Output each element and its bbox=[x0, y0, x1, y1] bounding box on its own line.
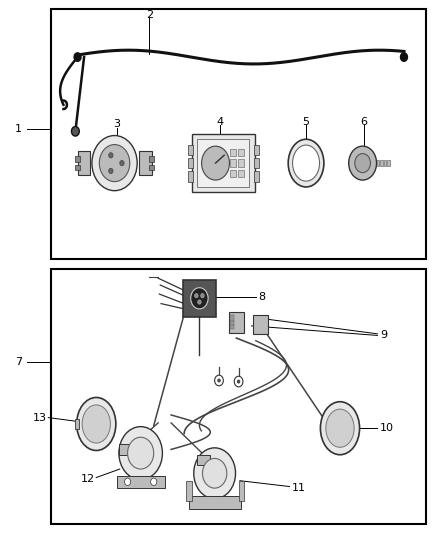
Circle shape bbox=[119, 426, 162, 480]
FancyBboxPatch shape bbox=[230, 316, 234, 320]
FancyBboxPatch shape bbox=[149, 156, 154, 161]
Circle shape bbox=[400, 53, 407, 61]
Circle shape bbox=[201, 146, 230, 180]
FancyBboxPatch shape bbox=[187, 158, 193, 168]
FancyBboxPatch shape bbox=[197, 139, 250, 187]
Text: 12: 12 bbox=[81, 474, 95, 483]
Text: 5: 5 bbox=[303, 117, 310, 127]
Ellipse shape bbox=[293, 145, 320, 181]
Text: 2: 2 bbox=[146, 10, 153, 20]
FancyBboxPatch shape bbox=[230, 149, 236, 156]
Circle shape bbox=[191, 288, 208, 309]
Circle shape bbox=[109, 152, 113, 158]
FancyBboxPatch shape bbox=[74, 419, 79, 429]
FancyBboxPatch shape bbox=[186, 481, 191, 501]
Circle shape bbox=[201, 294, 204, 298]
FancyBboxPatch shape bbox=[183, 280, 216, 317]
Circle shape bbox=[151, 478, 157, 486]
Circle shape bbox=[202, 458, 227, 488]
Circle shape bbox=[127, 437, 154, 469]
FancyBboxPatch shape bbox=[239, 481, 244, 501]
FancyBboxPatch shape bbox=[149, 165, 154, 170]
Ellipse shape bbox=[321, 402, 360, 455]
FancyBboxPatch shape bbox=[238, 149, 244, 156]
Ellipse shape bbox=[82, 405, 110, 443]
FancyBboxPatch shape bbox=[51, 269, 426, 523]
FancyBboxPatch shape bbox=[78, 151, 90, 175]
Circle shape bbox=[74, 53, 81, 61]
FancyBboxPatch shape bbox=[230, 324, 234, 329]
FancyBboxPatch shape bbox=[230, 319, 234, 325]
Circle shape bbox=[99, 144, 130, 182]
FancyBboxPatch shape bbox=[187, 171, 193, 182]
FancyBboxPatch shape bbox=[388, 160, 390, 166]
FancyBboxPatch shape bbox=[254, 144, 259, 155]
FancyBboxPatch shape bbox=[238, 170, 244, 177]
FancyBboxPatch shape bbox=[197, 455, 210, 465]
FancyBboxPatch shape bbox=[51, 10, 426, 259]
FancyBboxPatch shape bbox=[139, 151, 152, 175]
Text: 8: 8 bbox=[258, 292, 265, 302]
FancyBboxPatch shape bbox=[75, 165, 80, 170]
Circle shape bbox=[194, 294, 198, 298]
Text: 4: 4 bbox=[217, 117, 224, 127]
FancyBboxPatch shape bbox=[254, 171, 259, 182]
Text: 11: 11 bbox=[292, 482, 306, 492]
FancyBboxPatch shape bbox=[230, 159, 236, 167]
Circle shape bbox=[120, 160, 124, 166]
FancyBboxPatch shape bbox=[381, 160, 383, 166]
Circle shape bbox=[198, 300, 201, 304]
Ellipse shape bbox=[288, 139, 324, 187]
Circle shape bbox=[234, 376, 243, 387]
Circle shape bbox=[237, 380, 240, 383]
FancyBboxPatch shape bbox=[75, 156, 80, 161]
Circle shape bbox=[218, 379, 220, 382]
Circle shape bbox=[215, 375, 223, 386]
Text: 10: 10 bbox=[380, 423, 394, 433]
FancyBboxPatch shape bbox=[377, 160, 379, 166]
Circle shape bbox=[349, 146, 377, 180]
FancyBboxPatch shape bbox=[188, 496, 241, 510]
Text: 1: 1 bbox=[15, 124, 22, 134]
FancyBboxPatch shape bbox=[230, 170, 236, 177]
Text: 3: 3 bbox=[113, 119, 120, 130]
FancyBboxPatch shape bbox=[254, 158, 259, 168]
FancyBboxPatch shape bbox=[119, 444, 132, 455]
Text: 9: 9 bbox=[380, 330, 387, 341]
Circle shape bbox=[92, 135, 137, 191]
Circle shape bbox=[109, 168, 113, 174]
Text: 6: 6 bbox=[360, 117, 367, 127]
Circle shape bbox=[71, 126, 79, 136]
FancyBboxPatch shape bbox=[238, 159, 244, 167]
Circle shape bbox=[124, 478, 131, 486]
Text: 13: 13 bbox=[33, 413, 47, 423]
Circle shape bbox=[355, 154, 371, 173]
Text: 7: 7 bbox=[15, 357, 22, 367]
Circle shape bbox=[194, 448, 236, 499]
FancyBboxPatch shape bbox=[187, 144, 193, 155]
FancyBboxPatch shape bbox=[117, 476, 165, 488]
Ellipse shape bbox=[326, 409, 354, 447]
Ellipse shape bbox=[77, 398, 116, 450]
FancyBboxPatch shape bbox=[192, 134, 254, 192]
FancyBboxPatch shape bbox=[253, 316, 268, 334]
FancyBboxPatch shape bbox=[229, 312, 244, 333]
FancyBboxPatch shape bbox=[384, 160, 386, 166]
